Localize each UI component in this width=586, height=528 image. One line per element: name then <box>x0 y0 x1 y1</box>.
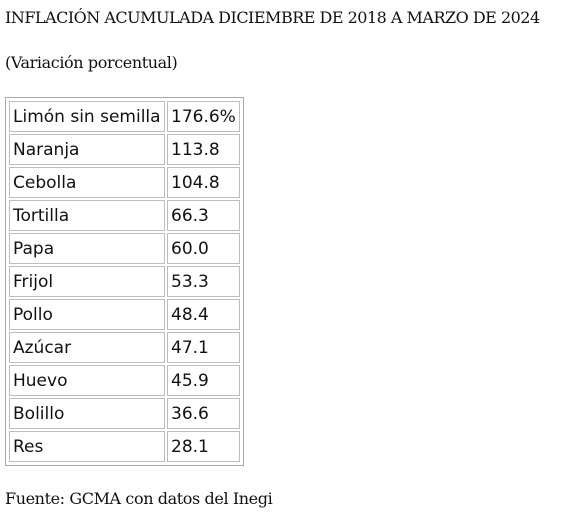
table-row: Azúcar 47.1 <box>9 332 240 363</box>
table-row: Naranja 113.8 <box>9 134 240 165</box>
value-cell: 66.3 <box>167 200 240 231</box>
product-cell: Res <box>9 431 165 462</box>
value-cell: 47.1 <box>167 332 240 363</box>
value-cell: 60.0 <box>167 233 240 264</box>
product-cell: Cebolla <box>9 167 165 198</box>
product-cell: Bolillo <box>9 398 165 429</box>
table-row: Tortilla 66.3 <box>9 200 240 231</box>
table-row: Frijol 53.3 <box>9 266 240 297</box>
product-cell: Azúcar <box>9 332 165 363</box>
table-row: Bolillo 36.6 <box>9 398 240 429</box>
table-row: Pollo 48.4 <box>9 299 240 330</box>
source-note: Fuente: GCMA con datos del Inegi <box>5 489 273 508</box>
product-cell: Limón sin semilla <box>9 101 165 132</box>
product-cell: Naranja <box>9 134 165 165</box>
product-cell: Pollo <box>9 299 165 330</box>
product-cell: Huevo <box>9 365 165 396</box>
table-row: Res 28.1 <box>9 431 240 462</box>
value-cell: 36.6 <box>167 398 240 429</box>
inflation-table-frame: Limón sin semilla 176.6% Naranja 113.8 C… <box>5 97 244 466</box>
value-cell: 53.3 <box>167 266 240 297</box>
product-cell: Papa <box>9 233 165 264</box>
product-cell: Tortilla <box>9 200 165 231</box>
product-cell: Frijol <box>9 266 165 297</box>
page-subtitle: (Variación porcentual) <box>5 53 178 72</box>
value-cell: 28.1 <box>167 431 240 462</box>
value-cell: 48.4 <box>167 299 240 330</box>
table-row: Huevo 45.9 <box>9 365 240 396</box>
table-row: Cebolla 104.8 <box>9 167 240 198</box>
value-cell: 113.8 <box>167 134 240 165</box>
page-title: INFLACIÓN ACUMULADA DICIEMBRE DE 2018 A … <box>5 8 540 27</box>
value-cell: 176.6% <box>167 101 240 132</box>
inflation-table: Limón sin semilla 176.6% Naranja 113.8 C… <box>7 99 242 464</box>
value-cell: 45.9 <box>167 365 240 396</box>
value-cell: 104.8 <box>167 167 240 198</box>
table-row: Limón sin semilla 176.6% <box>9 101 240 132</box>
table-row: Papa 60.0 <box>9 233 240 264</box>
